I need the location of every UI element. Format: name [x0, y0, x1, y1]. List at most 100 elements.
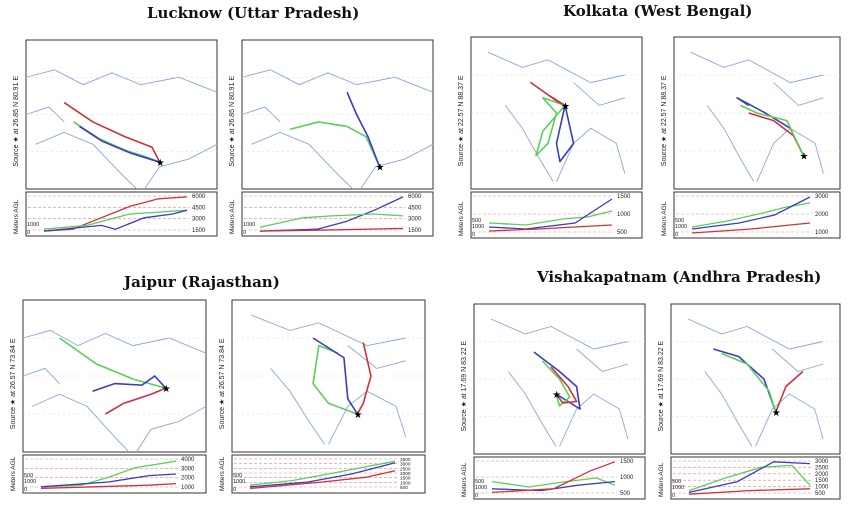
coastline	[706, 105, 755, 182]
source-label: Source ★ at 26.57 N 73.84 E	[218, 338, 226, 429]
height-profile-red	[488, 224, 613, 232]
y-tick-label: 3000	[408, 217, 422, 223]
coastline	[576, 348, 629, 373]
source-star-icon: ★	[156, 158, 165, 169]
trajectory-green	[535, 96, 566, 157]
trajectory-figure: ★Source ★ at 22.57 N 88.37 E150010005001…	[457, 36, 643, 239]
coastline	[687, 318, 824, 350]
y-tick-label: 500	[815, 491, 826, 497]
trajectory-red	[104, 387, 167, 415]
left-tick-label: 1000	[27, 222, 39, 228]
height-profile-green	[249, 460, 396, 486]
y-tick-label: 6000	[408, 194, 422, 200]
coastline	[136, 406, 207, 453]
coastline	[270, 368, 326, 445]
left-tick-label: 1000	[475, 485, 487, 491]
trajectory-blue	[312, 337, 359, 415]
source-label: Source ★ at 26.57 N 73.84 E	[9, 338, 17, 429]
coastline	[504, 105, 554, 182]
height-profile-blue	[249, 462, 396, 488]
height-profile-frame	[473, 456, 646, 500]
source-star-icon: ★	[561, 101, 570, 112]
y-tick-label: 2000	[400, 471, 411, 477]
height-profile-red	[259, 227, 404, 232]
meters-agl-label: Meters AGL	[13, 199, 20, 234]
trajectory-panel-vishakapatnam-2: ★ Source ★ at 17.69 N 83.22 E 3000 2500 2000…	[653, 302, 843, 504]
trajectory-panel-kolkata-2: ★ Source ★ at 22.57 N 88.37 E 3000 2000 1000…	[656, 35, 843, 243]
height-profile-blue	[691, 196, 811, 230]
coastline	[490, 318, 628, 350]
y-tick-label: 3000	[815, 459, 829, 465]
height-profile-green	[40, 460, 177, 488]
height-profile-red	[688, 488, 811, 495]
zero-tick-label: 0	[472, 232, 475, 238]
zero-tick-label: 0	[24, 487, 27, 493]
trajectory-green	[312, 344, 358, 415]
y-tick-label: 1500	[408, 228, 422, 234]
trajectory-blue	[533, 351, 581, 410]
coastline	[31, 393, 130, 453]
zero-tick-label: 0	[475, 493, 478, 499]
zero-tick-label: 0	[243, 230, 246, 236]
y-tick-label: 1500	[620, 459, 634, 465]
meters-agl-label: Meters AGL	[229, 199, 236, 234]
y-tick-label: 500	[400, 485, 408, 491]
source-star-icon: ★	[552, 390, 561, 401]
y-tick-label: 1000	[181, 485, 195, 491]
height-profile-green	[491, 477, 616, 488]
source-star-icon: ★	[376, 163, 385, 174]
left-tick-label: 500	[672, 479, 681, 485]
meters-agl-label: Meters AGL	[219, 456, 226, 491]
meters-agl-label: Meters AGL	[661, 201, 668, 236]
city-title-lucknow: Lucknow (Uttar Pradesh)	[147, 4, 360, 22]
trajectory-panel-jaipur-2: ★ Source ★ at 26.57 N 73.84 E 3500 3000 2500…	[214, 298, 428, 498]
height-profile-red	[43, 196, 188, 232]
y-tick-label: 1000	[815, 230, 829, 236]
height-profile-blue	[43, 209, 188, 232]
coastline	[22, 367, 60, 384]
height-profile-red	[691, 222, 811, 234]
trajectory-green	[740, 104, 805, 156]
left-tick-label: 500	[472, 218, 481, 224]
height-profile-blue	[688, 461, 811, 494]
coastline	[772, 348, 824, 373]
y-tick-label: 4500	[192, 205, 206, 211]
height-profile-blue	[488, 198, 613, 230]
source-label: Source ★ at 26.85 N 80.91 E	[228, 76, 236, 167]
left-tick-label: 1000	[233, 479, 245, 485]
coastline	[690, 51, 824, 84]
height-profile-red	[40, 482, 177, 490]
y-tick-label: 3000	[192, 217, 206, 223]
source-star-icon: ★	[162, 384, 171, 395]
height-profile-red	[249, 470, 396, 490]
coastline	[35, 131, 138, 190]
y-tick-label: 1500	[192, 228, 206, 234]
left-tick-label: 500	[475, 479, 484, 485]
y-tick-label: 3000	[181, 466, 195, 472]
left-tick-label: 1000	[472, 224, 484, 230]
coastline	[704, 371, 753, 447]
trajectory-red	[63, 101, 161, 163]
trajectory-green	[541, 360, 571, 407]
meters-agl-label: Meters AGL	[10, 456, 17, 491]
height-profile-green	[259, 213, 404, 228]
y-tick-label: 3000	[400, 462, 411, 468]
source-label: Source ★ at 26.85 N 80.91 E	[12, 76, 20, 167]
coastline	[755, 393, 824, 447]
y-tick-label: 2500	[815, 465, 829, 471]
trajectory-red	[356, 342, 372, 415]
height-profile-blue	[40, 473, 177, 488]
coastline	[573, 82, 626, 106]
source-label: Source ★ at 22.57 N 88.37 E	[457, 75, 465, 166]
height-profile-frame	[670, 456, 841, 500]
y-tick-label: 4000	[181, 457, 195, 463]
city-title-kolkata: Kolkata (West Bengal)	[563, 2, 753, 20]
coastline	[241, 69, 434, 93]
trajectory-panel-vishakapatnam-1: ★ Source ★ at 17.69 N 83.22 E 1500 1000 500 1…	[456, 302, 648, 504]
source-label: Source ★ at 22.57 N 88.37 E	[660, 75, 668, 166]
trajectory-figure: ★ Source ★ at 26.85 N 80.91 E 6000 4500 3000…	[228, 39, 434, 237]
zero-tick-label: 0	[233, 487, 236, 493]
trajectory-green	[289, 121, 381, 167]
meters-agl-label: Meters AGL	[458, 201, 465, 236]
y-tick-label: 500	[620, 491, 631, 497]
